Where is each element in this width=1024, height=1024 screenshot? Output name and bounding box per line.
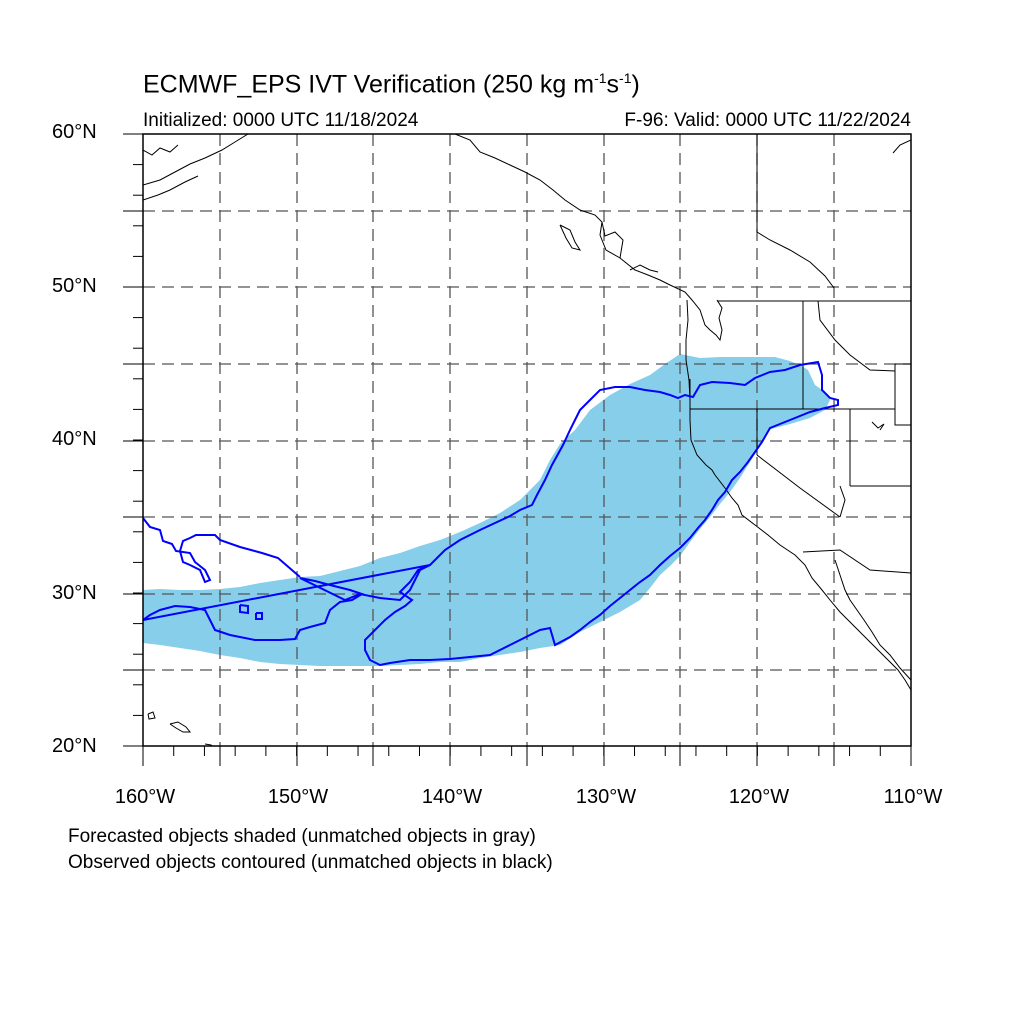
map-title: ECMWF_EPS IVT Verification (250 kg m-1s-… xyxy=(143,70,640,99)
axis-ticks xyxy=(123,133,912,766)
lon-label-120w: 120°W xyxy=(728,786,790,808)
lat-label-20n: 20°N xyxy=(52,735,97,757)
lon-label-130w: 130°W xyxy=(575,786,637,808)
valid-time: F-96: Valid: 0000 UTC 11/22/2024 xyxy=(624,110,911,131)
forecast-ivt-object xyxy=(143,354,830,666)
observed-ivt-objects xyxy=(143,360,839,667)
observed-object-main xyxy=(143,360,839,667)
lon-label-140w: 140°W xyxy=(421,786,483,808)
lat-label-60n: 60°N xyxy=(52,121,97,143)
forecast-legend-note: Forecasted objects shaded (unmatched obj… xyxy=(68,826,536,847)
lat-label-40n: 40°N xyxy=(52,428,97,450)
minor-axis-ticks xyxy=(133,133,912,756)
lat-label-50n: 50°N xyxy=(52,275,97,297)
lon-label-160w: 160°W xyxy=(114,786,176,808)
observed-legend-note: Observed objects contoured (unmatched ob… xyxy=(68,852,553,873)
lon-label-150w: 150°W xyxy=(267,786,329,808)
initialized-time: Initialized: 0000 UTC 11/18/2024 xyxy=(143,110,419,131)
map-frame xyxy=(142,133,912,747)
political-borders xyxy=(689,134,911,574)
observed-object-western xyxy=(143,517,301,584)
lat-label-30n: 30°N xyxy=(52,582,97,604)
lon-label-110w: 110°W xyxy=(883,786,943,808)
